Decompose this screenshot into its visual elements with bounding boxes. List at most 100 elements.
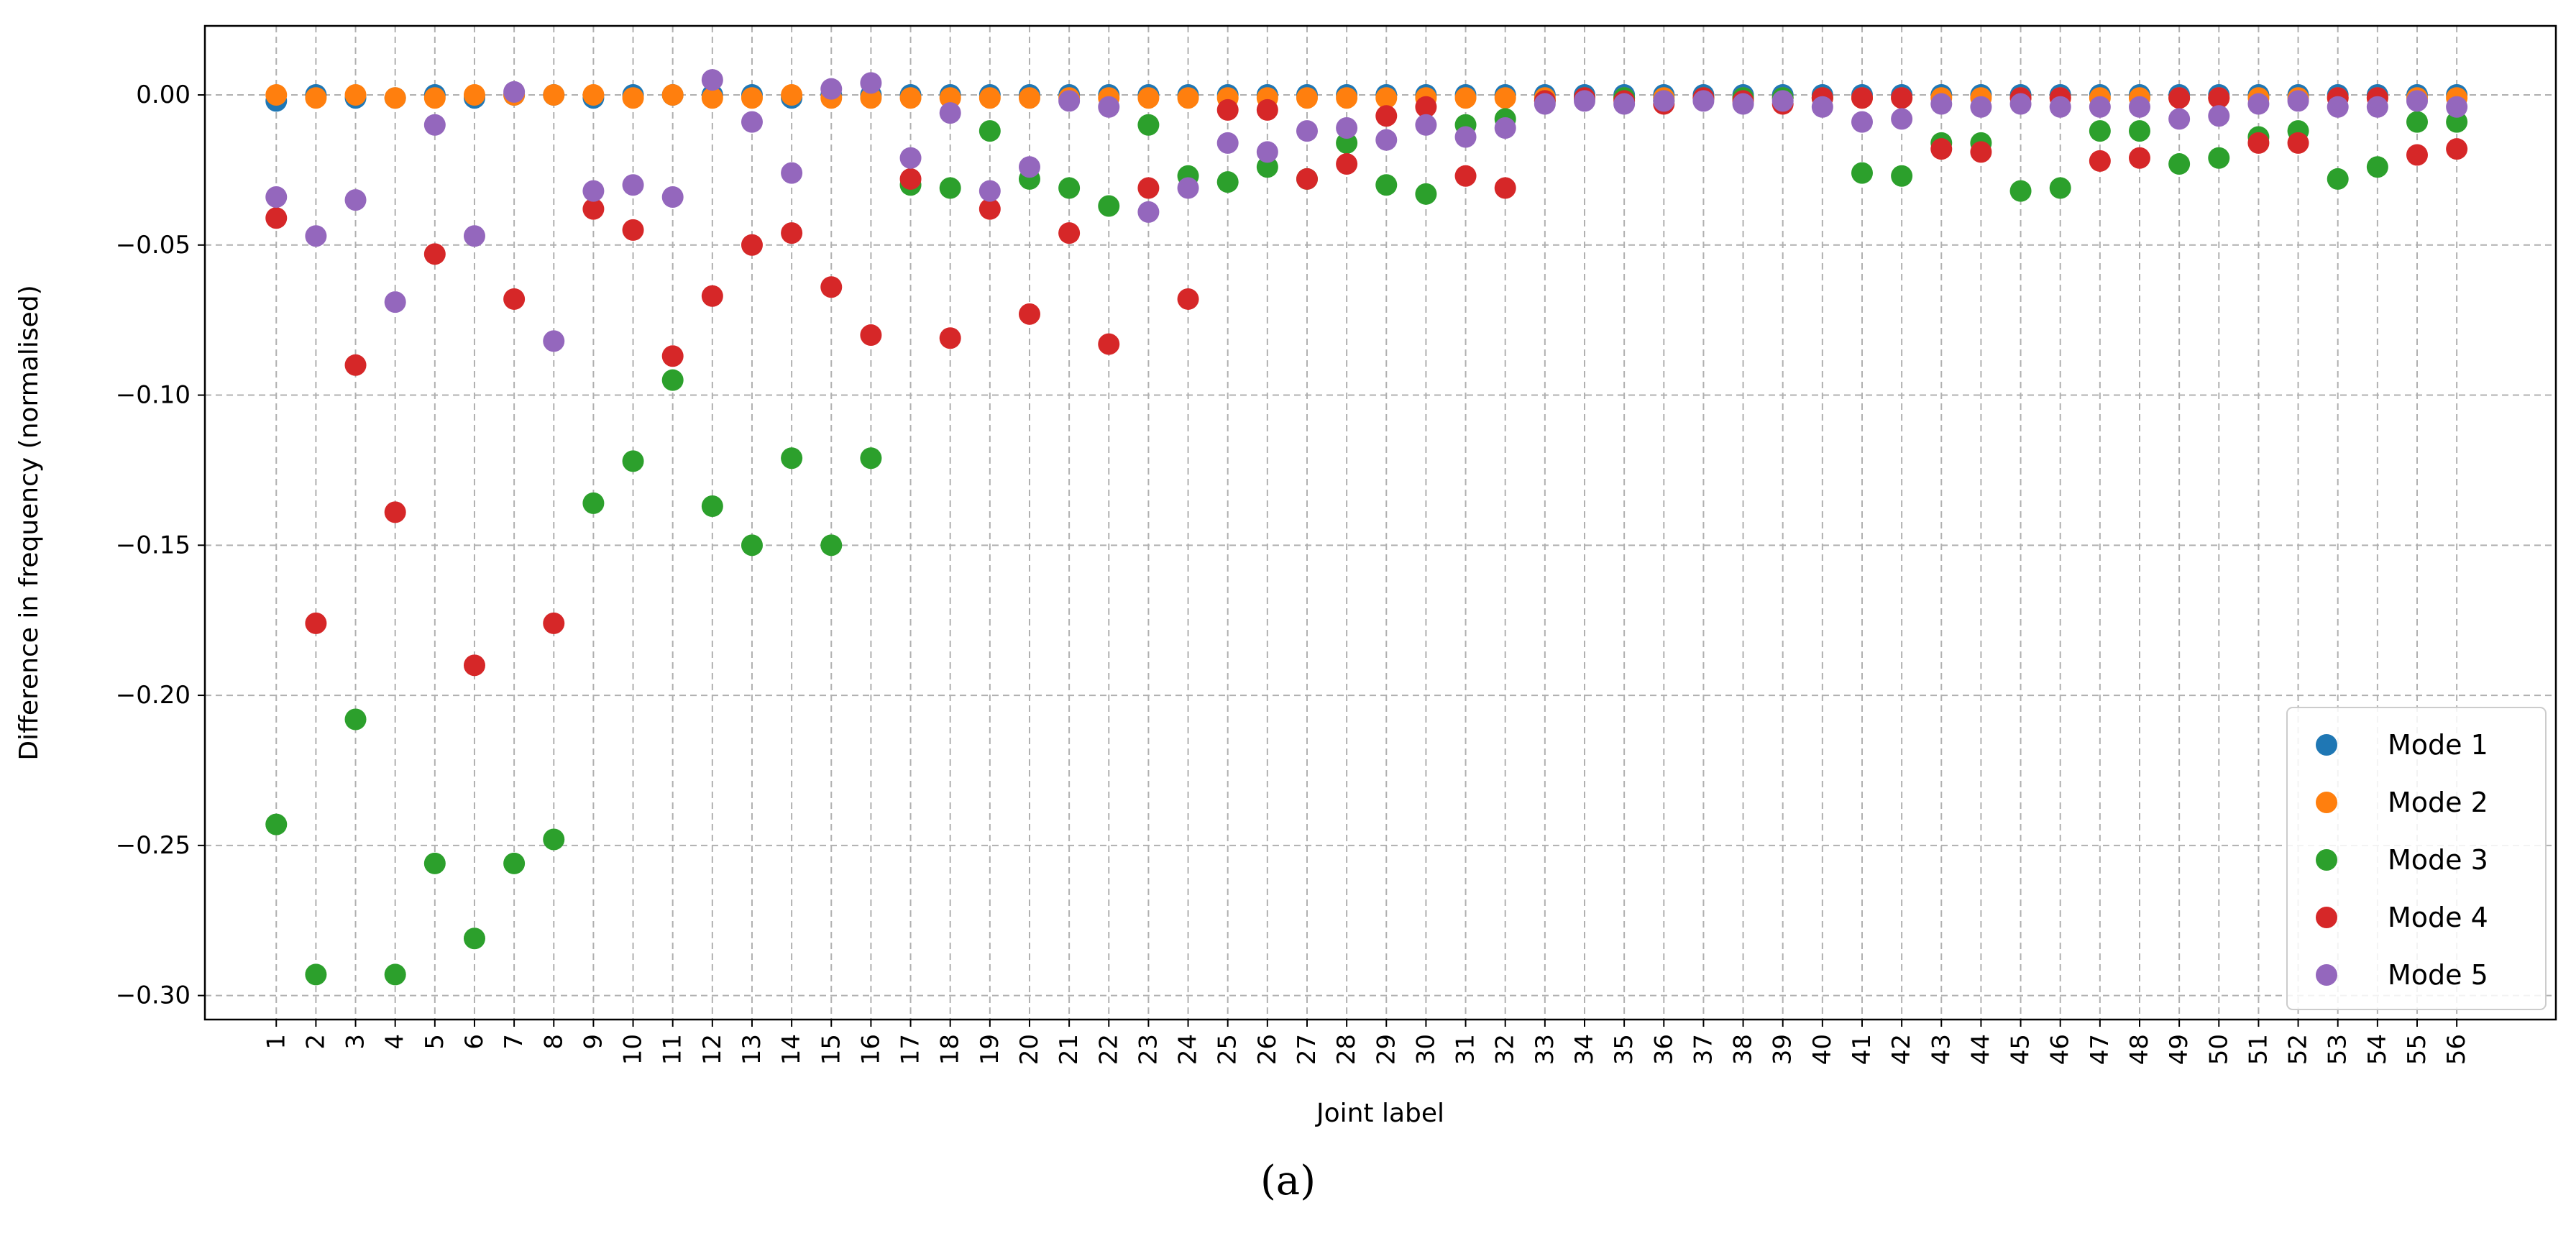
point-mode-5	[1771, 90, 1794, 112]
point-mode-4	[1018, 303, 1040, 325]
x-tick-label: 19	[976, 1034, 1004, 1065]
y-tick-label: −0.15	[116, 531, 191, 559]
point-mode-5	[384, 291, 406, 313]
x-tick-label: 16	[856, 1034, 885, 1065]
point-mode-2	[1018, 87, 1040, 109]
point-mode-4	[2208, 87, 2230, 109]
y-tick-label: −0.25	[116, 831, 191, 860]
x-tick-label: 40	[1808, 1034, 1837, 1065]
legend-marker	[2316, 734, 2337, 756]
x-tick-label: 6	[460, 1034, 489, 1050]
x-tick-label: 20	[1015, 1034, 1044, 1065]
point-mode-2	[781, 84, 803, 106]
point-mode-3	[978, 120, 1001, 142]
x-tick-label: 53	[2324, 1034, 2352, 1065]
point-mode-5	[503, 81, 526, 103]
x-tick-label: 11	[659, 1034, 687, 1065]
point-mode-2	[265, 84, 288, 106]
x-axis-label: Joint label	[1315, 1099, 1444, 1128]
y-axis-label: Difference in frequency (normalised)	[14, 285, 44, 760]
point-mode-5	[1811, 96, 1833, 118]
x-tick-label: 38	[1729, 1034, 1758, 1065]
point-mode-3	[265, 813, 288, 835]
point-mode-5	[820, 78, 843, 100]
point-mode-5	[1137, 201, 1160, 223]
point-mode-4	[1216, 99, 1239, 121]
point-mode-4	[265, 207, 288, 229]
point-mode-2	[899, 87, 922, 109]
point-mode-2	[543, 84, 565, 106]
x-tick-label: 36	[1649, 1034, 1678, 1065]
point-mode-2	[344, 84, 367, 106]
point-mode-3	[2446, 111, 2468, 133]
point-mode-2	[661, 84, 684, 106]
point-mode-4	[463, 654, 485, 677]
point-mode-2	[741, 87, 763, 109]
point-mode-3	[701, 495, 723, 518]
x-tick-label: 32	[1491, 1034, 1520, 1065]
x-tick-label: 24	[1174, 1034, 1203, 1065]
point-mode-5	[344, 189, 367, 211]
point-mode-2	[1336, 87, 1358, 109]
point-mode-4	[1256, 99, 1278, 121]
y-tick-label: −0.05	[116, 231, 191, 260]
legend-box	[2286, 707, 2547, 1010]
x-tick-label: 25	[1214, 1034, 1242, 1065]
point-mode-5	[701, 69, 723, 91]
point-mode-5	[2366, 96, 2388, 118]
x-tick-label: 31	[1452, 1034, 1480, 1065]
point-mode-5	[1891, 108, 1913, 130]
x-tick-label: 9	[579, 1034, 608, 1050]
point-mode-4	[781, 222, 803, 244]
point-mode-5	[1573, 90, 1595, 112]
x-tick-label: 12	[698, 1034, 727, 1065]
x-tick-label: 43	[1927, 1034, 1956, 1065]
point-mode-5	[2446, 96, 2468, 118]
axis-ticks: 1 2 3 4 5 6 7 8 9 10 11 12 13 14 15 16 17 18 19 20 21 22 23 24 2…	[116, 81, 2471, 1065]
point-mode-4	[2089, 150, 2111, 172]
point-mode-5	[2406, 90, 2428, 112]
point-mode-3	[661, 369, 684, 391]
point-mode-3	[2128, 120, 2150, 142]
point-mode-3	[622, 450, 644, 472]
x-tick-label: 27	[1293, 1034, 1321, 1065]
point-mode-4	[1177, 288, 1199, 310]
legend-marker	[2316, 792, 2337, 813]
figure-caption: (a)	[1260, 1158, 1316, 1204]
x-tick-label: 45	[2007, 1034, 2035, 1065]
point-mode-5	[1296, 120, 1318, 142]
point-mode-4	[423, 243, 446, 265]
point-mode-5	[622, 174, 644, 196]
point-mode-2	[305, 87, 327, 109]
point-mode-3	[2366, 156, 2388, 178]
legend-label: Mode 5	[2388, 959, 2488, 991]
point-mode-2	[582, 84, 605, 106]
plot-frame	[203, 24, 2557, 1021]
point-mode-5	[1375, 129, 1398, 151]
point-mode-2	[1296, 87, 1318, 109]
x-tick-label: 55	[2403, 1034, 2431, 1065]
x-tick-label: 22	[1094, 1034, 1123, 1065]
x-tick-label: 3	[342, 1034, 370, 1050]
x-tick-label: 52	[2284, 1034, 2313, 1065]
point-mode-3	[1375, 174, 1398, 196]
point-mode-5	[741, 111, 763, 133]
point-mode-2	[860, 87, 882, 109]
point-mode-3	[305, 963, 327, 986]
x-tick-label: 37	[1689, 1034, 1718, 1065]
point-mode-3	[543, 828, 565, 851]
grid-lines	[205, 26, 2556, 1020]
point-mode-4	[1296, 168, 1318, 190]
point-mode-5	[2168, 108, 2191, 130]
point-mode-5	[1851, 111, 1873, 133]
x-tick-label: 28	[1332, 1034, 1361, 1065]
point-mode-5	[860, 72, 882, 94]
x-tick-label: 10	[619, 1034, 648, 1065]
point-mode-2	[939, 87, 961, 109]
point-mode-4	[2287, 132, 2309, 154]
series-mode-3	[265, 87, 2468, 986]
point-mode-4	[860, 324, 882, 347]
x-tick-label: 2	[301, 1034, 330, 1050]
point-mode-5	[582, 180, 605, 202]
point-mode-3	[939, 177, 961, 199]
